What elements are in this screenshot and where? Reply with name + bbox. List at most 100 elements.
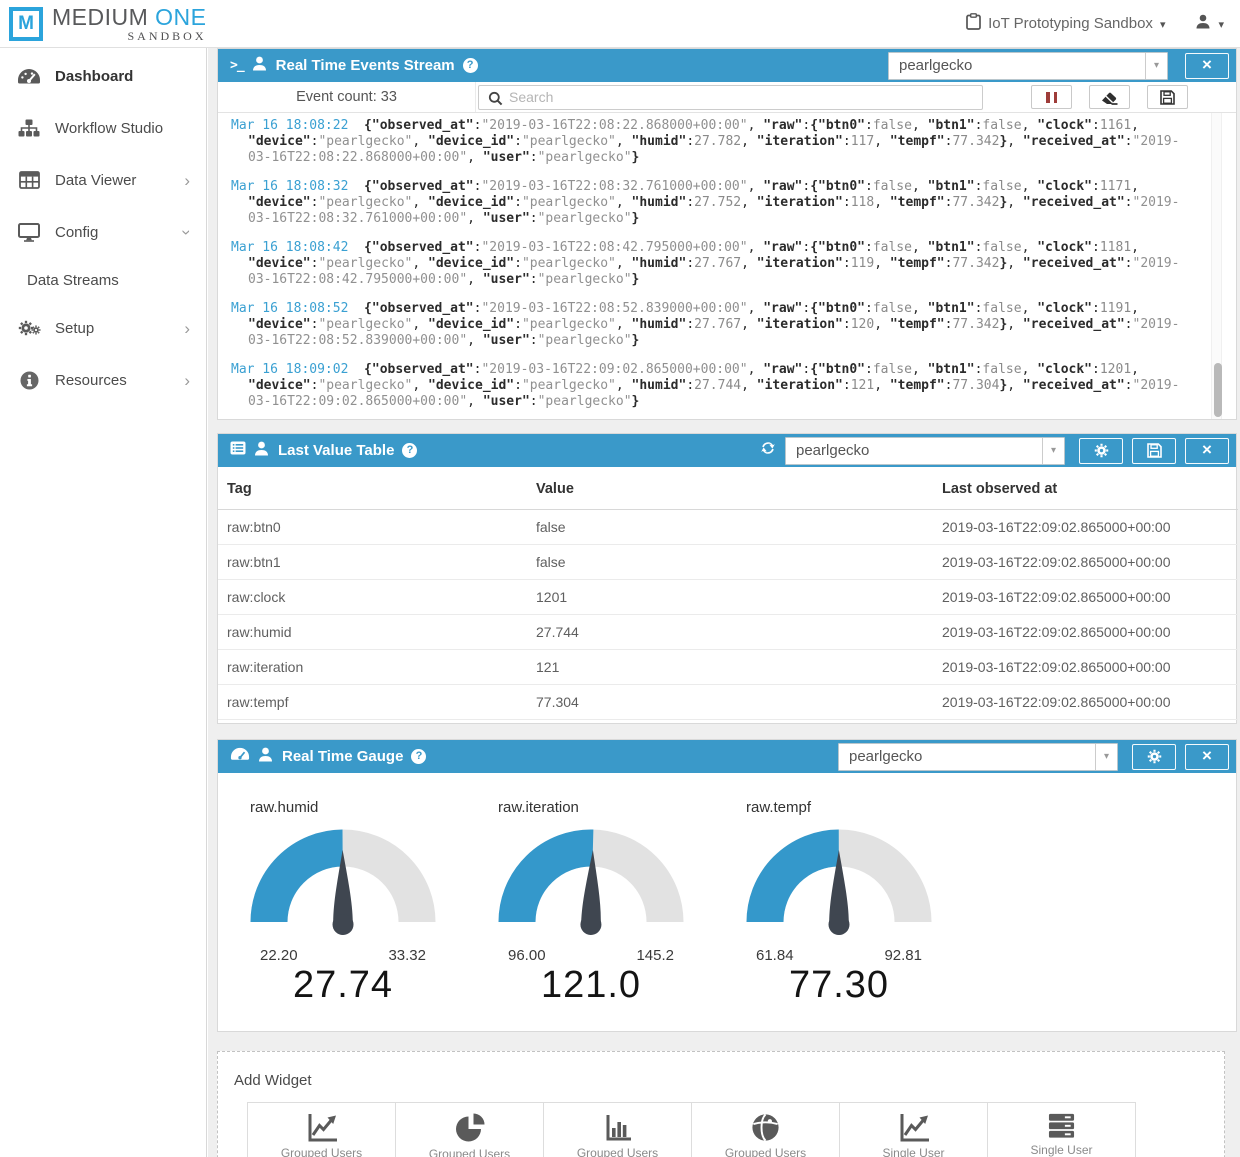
value-cell: false [527,544,933,580]
gauge-arc [746,829,932,935]
add-widget-option[interactable]: Grouped Users [395,1102,544,1157]
events-device-select[interactable]: pearlgecko [888,51,1168,80]
save-icon [1146,443,1162,458]
sidebar-item-data-viewer[interactable]: Data Viewer [0,154,206,206]
value-cell: 1201 [527,579,933,615]
eraser-icon [1102,92,1118,105]
dashboard-icon [15,68,43,85]
value-cell: 121 [527,649,933,685]
top-bar: M MEDIUM ONE SANDBOX IoT Prototyping San… [0,0,1240,48]
user-icon [252,56,267,76]
last-value-device-select[interactable]: pearlgecko [785,436,1065,465]
table-row: raw:btn0 false 2019-03-16T22:09:02.865000+… [218,509,1238,545]
table-row: raw:clock 1201 2019-03-16T22:09:02.865000+… [218,579,1238,615]
gauge-value: 77.30 [788,964,890,1006]
last-value-table-widget: Last Value Table pearlgecko Tag [217,433,1238,724]
gauge-settings-button[interactable] [1132,743,1176,770]
add-widget-option[interactable]: Grouped Users [247,1102,396,1157]
dashboard-content: Real Time Events Stream pearlgecko Event… [208,48,1240,1157]
add-widget-option[interactable]: Grouped Users [543,1102,692,1157]
table-row: raw:tempf 77.304 2019-03-16T22:09:02.86500… [218,684,1238,720]
last-value-settings-button[interactable] [1079,437,1123,464]
gauge-needle [580,850,602,935]
gauge-arc [250,829,436,935]
log-scrollbar-track[interactable] [1211,113,1222,419]
sidebar-item-label: Config [55,223,99,241]
column-header-tag: Tag [218,467,527,510]
add-widget-option[interactable]: Single User [839,1102,988,1157]
clear-button[interactable] [1089,85,1130,109]
project-caret-icon[interactable] [1160,15,1166,33]
gauge-block: raw.iteration 96.00 145.2 121.0 [496,799,686,1031]
sidebar-item-config[interactable]: Config [0,206,206,258]
chevron-down-icon [179,229,196,235]
select-caret-icon[interactable] [1095,743,1117,770]
device-select-value: pearlgecko [849,748,923,765]
gauge-device-select[interactable]: pearlgecko [838,742,1118,771]
log-scrollbar-thumb[interactable] [1213,363,1222,417]
add-widget-option-label: Single User [882,1146,945,1157]
user-icon[interactable] [1195,14,1211,34]
sidebar-item-workflow-studio[interactable]: Workflow Studio [0,102,206,154]
gauge-close-button[interactable] [1185,743,1229,770]
last-observed-cell: 2019-03-16T22:09:02.865000+00:00 [933,614,1238,650]
pause-button[interactable] [1031,85,1072,109]
project-selector-label[interactable]: IoT Prototyping Sandbox [988,15,1153,32]
help-icon[interactable] [411,749,427,764]
save-log-button[interactable] [1147,85,1188,109]
last-observed-cell: 2019-03-16T22:09:02.865000+00:00 [933,544,1238,580]
last-value-save-button[interactable] [1132,437,1176,464]
brand-logo[interactable]: M [9,6,43,41]
last-value-close-button[interactable] [1185,437,1229,464]
column-header-value: Value [527,467,933,510]
clipboard-icon [966,12,981,35]
real-time-events-stream-widget: Real Time Events Stream pearlgecko Event… [217,48,1237,420]
brand-primary: MEDIUM [52,3,149,30]
brand-logo-letter: M [18,12,34,34]
user-menu-caret-icon[interactable] [1218,15,1224,33]
sidebar-item-label: Data Viewer [55,171,137,189]
line-chart-icon [840,1112,987,1143]
brand-sub: SANDBOX [127,28,207,43]
add-widget-option-label: Grouped Users [724,1146,807,1157]
log-entry: Mar 16 18:08:22 {"observed_at":"2019-03-… [231,118,1180,165]
events-close-button[interactable] [1185,52,1229,79]
column-header-last-observed: Last observed at [933,467,1238,510]
refresh-icon[interactable] [760,440,776,461]
add-widget-option[interactable]: Grouped Users [691,1102,840,1157]
search-icon [488,91,503,105]
brand-secondary: ONE [155,3,207,30]
last-observed-cell: 2019-03-16T22:09:02.865000+00:00 [933,509,1238,545]
select-caret-icon[interactable] [1042,437,1064,464]
gauge-title: raw.humid [250,799,319,816]
device-select-value: pearlgecko [899,57,973,74]
sidebar: Dashboard Workflow Studio Data Viewer Co… [0,48,207,1157]
sidebar-item-label: Dashboard [55,67,134,85]
save-icon [1160,89,1175,105]
sidebar-item-setup[interactable]: Setup [0,302,206,354]
device-select-value: pearlgecko [796,442,870,459]
gauge-min-label: 22.20 [260,947,298,964]
gauge-icon [230,747,250,766]
add-widget-option[interactable]: Single User [987,1102,1136,1157]
widget-title: Real Time Gauge [282,748,404,765]
help-icon[interactable] [402,443,418,458]
widget-title: Real Time Events Stream [275,57,455,74]
monitor-icon [15,222,43,242]
help-icon[interactable] [462,58,478,73]
select-caret-icon[interactable] [1145,52,1167,79]
value-cell: 27.744 [527,614,933,650]
sidebar-item-dashboard[interactable]: Dashboard [0,50,206,102]
add-widget-option-label: Grouped Users [576,1146,659,1157]
sidebar-item-resources[interactable]: Resources [0,354,206,406]
close-icon [1202,56,1212,75]
data-table-icon [15,171,43,189]
search-input[interactable] [479,89,982,105]
last-observed-cell: 2019-03-16T22:09:02.865000+00:00 [933,579,1238,615]
last-observed-cell: 2019-03-16T22:09:02.865000+00:00 [933,649,1238,685]
last-value-widget-header: Last Value Table pearlgecko [218,434,1236,467]
sidebar-item-data-streams[interactable]: Data Streams [0,258,206,302]
gauge-max-label: 145.2 [636,947,674,964]
gauge-min-label: 96.00 [508,947,546,964]
sidebar-item-label: Data Streams [27,271,119,289]
